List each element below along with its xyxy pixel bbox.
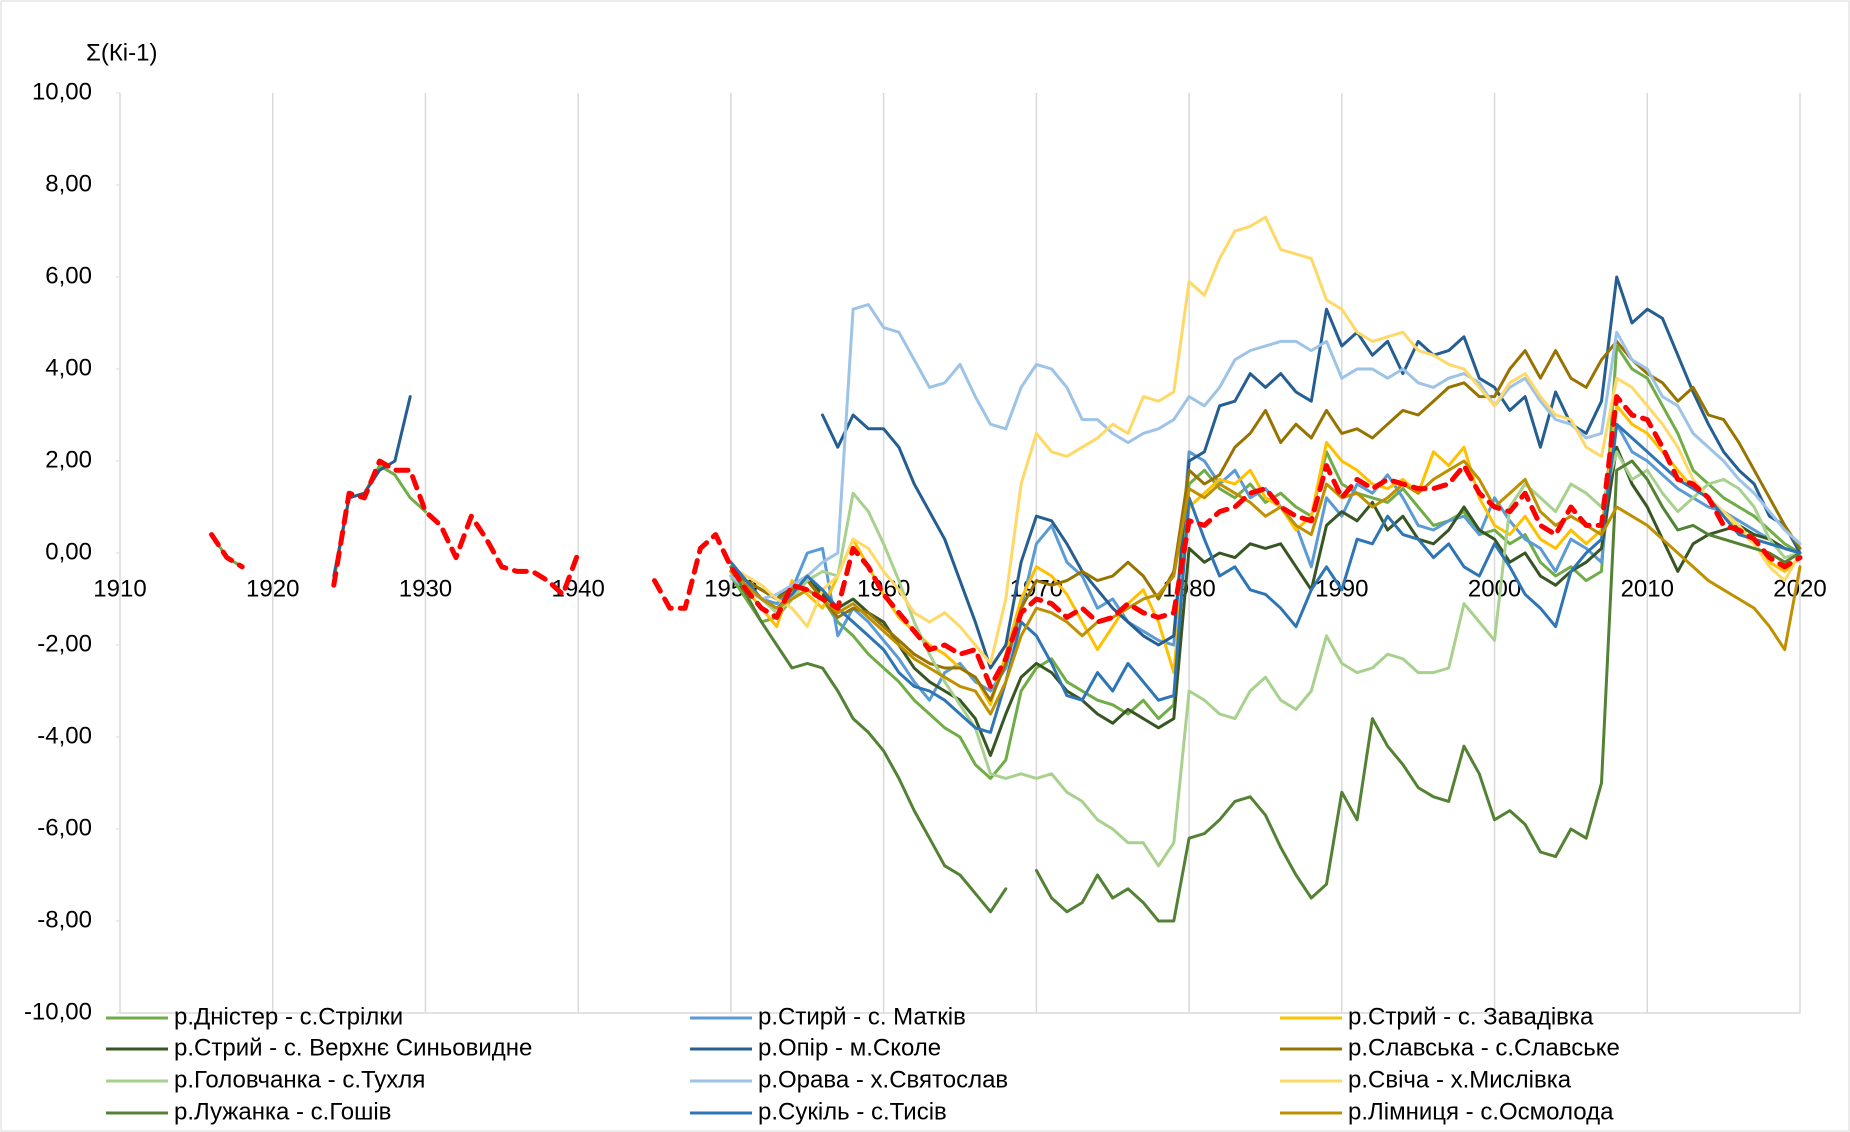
legend-label: р.Сукіль - с.Тисів (758, 1098, 947, 1125)
x-tick-label: 2010 (1621, 575, 1674, 602)
y-tick-label: 6,00 (45, 262, 92, 289)
series-line (729, 422, 1802, 702)
y-tick-label: -6,00 (37, 814, 92, 841)
legend-label: р.Славська - с.Славське (1348, 1034, 1620, 1061)
y-tick-label: 8,00 (45, 170, 92, 197)
legend-label: р.Головчанка - с.Тухля (174, 1066, 425, 1093)
y-tick-label: 4,00 (45, 354, 92, 381)
legend-label: р.Орава - х.Святослав (758, 1066, 1008, 1093)
legend-label: р.Опір - м.Сколе (758, 1034, 941, 1061)
x-tick-label: 1930 (399, 575, 452, 602)
mean-line (209, 394, 1803, 689)
y-tick-label: 0,00 (45, 538, 92, 565)
legend-label: р.Стрий - с. Верхнє Синьовидне (174, 1034, 532, 1061)
x-tick-label: 1910 (93, 575, 146, 602)
legend-label: р.Дністер - с.Стрілки (174, 1003, 403, 1030)
series-line (729, 303, 1802, 601)
x-tick-label: 1920 (246, 575, 299, 602)
legend-label: р.Стрий - с. Завадівка (1348, 1003, 1594, 1030)
y-tick-label: -4,00 (37, 722, 92, 749)
series-line (729, 459, 1802, 923)
y-tick-label: -10,00 (24, 998, 92, 1025)
series-line (729, 450, 1802, 868)
y-tick-label: 10,00 (32, 78, 92, 105)
x-tick-label: 2000 (1468, 575, 1521, 602)
y-axis-label: Σ(Кі-1) (86, 39, 157, 66)
series-line (729, 215, 1802, 665)
y-tick-label: -8,00 (37, 906, 92, 933)
legend-label: р.Свіча - х.Мислівка (1348, 1066, 1572, 1093)
legend-label: р.Лужанка - с.Гошів (174, 1098, 391, 1125)
legend-label: р.Лімниця - с.Осмолода (1348, 1098, 1614, 1125)
series-line (729, 459, 1802, 716)
series-line (729, 339, 1802, 702)
series-line (729, 404, 1802, 707)
series-line (729, 422, 1802, 734)
y-tick-label: 2,00 (45, 446, 92, 473)
y-tick-label: -2,00 (37, 630, 92, 657)
legend-label: р.Стирй - с. Матків (758, 1003, 966, 1030)
